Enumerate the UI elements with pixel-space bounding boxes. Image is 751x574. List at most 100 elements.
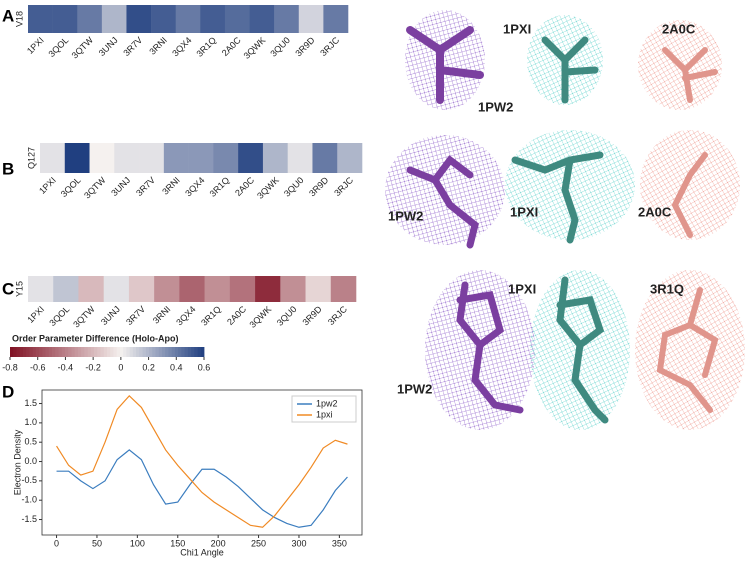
colorbar-step bbox=[158, 347, 163, 357]
x-tick-label: 3QWK bbox=[247, 304, 273, 330]
x-tick-label: -0.2 bbox=[85, 362, 101, 372]
x-tick-label: 3UNJ bbox=[109, 175, 132, 198]
row-label: V18 bbox=[14, 11, 24, 27]
colorbar-step bbox=[84, 347, 88, 357]
colorbar-step bbox=[97, 347, 101, 357]
x-tick-label: 300 bbox=[291, 538, 306, 548]
x-tick-label: 3UNJ bbox=[97, 35, 120, 58]
panel-label: A bbox=[2, 6, 14, 25]
x-tick-label: 100 bbox=[130, 538, 145, 548]
heatmap-cell bbox=[154, 276, 180, 302]
x-tick-label: 0.6 bbox=[198, 362, 211, 372]
x-tick-label: 3RNI bbox=[147, 35, 169, 57]
x-tick-label: 0 bbox=[54, 538, 59, 548]
x-tick-label: 1PXI bbox=[25, 304, 46, 325]
heatmap-cell bbox=[188, 143, 214, 173]
x-tick-label: 3QOL bbox=[46, 35, 70, 59]
heatmap-cell bbox=[163, 143, 189, 173]
heatmap-cell bbox=[213, 143, 239, 173]
heatmap-cell bbox=[274, 5, 300, 33]
x-tick-label: 3R1Q bbox=[208, 175, 232, 199]
x-tick-label: 3R9D bbox=[293, 35, 317, 59]
colorbar-step bbox=[136, 347, 140, 357]
colorbar-step bbox=[181, 347, 185, 357]
colorbar-step bbox=[42, 347, 46, 357]
heatmap-cell bbox=[53, 276, 79, 302]
x-tick-label: 3RJC bbox=[326, 304, 349, 327]
heatmap-cell bbox=[77, 5, 103, 33]
colorbar-step bbox=[94, 347, 98, 357]
colorbar-step bbox=[184, 347, 189, 357]
colorbar-step bbox=[10, 347, 14, 357]
x-tick-label: 3R7V bbox=[134, 175, 157, 198]
structure-label: 1PW2 bbox=[397, 381, 432, 396]
y-tick-label: -1.5 bbox=[21, 514, 37, 524]
x-tick-label: 3QTW bbox=[70, 35, 96, 61]
x-tick-label: 0.2 bbox=[142, 362, 155, 372]
x-tick-label: 1PXI bbox=[37, 175, 58, 196]
x-tick-label: 3RJC bbox=[332, 175, 355, 198]
structures bbox=[385, 10, 745, 430]
colorbar-step bbox=[126, 347, 131, 357]
x-tick-label: 3QWK bbox=[242, 35, 268, 61]
structure-label: 2A0C bbox=[638, 204, 672, 219]
colorbar-step bbox=[48, 347, 53, 357]
heatmap-cell bbox=[78, 276, 104, 302]
structure-label: 1PW2 bbox=[478, 99, 513, 114]
x-tick-label: 3R7V bbox=[124, 304, 147, 327]
heatmap-cell bbox=[89, 143, 115, 173]
row-label: Y15 bbox=[14, 281, 24, 297]
colorbar-step bbox=[155, 347, 160, 357]
colorbar-step bbox=[171, 347, 176, 357]
colorbar-step bbox=[174, 347, 179, 357]
colorbar-step bbox=[145, 347, 150, 357]
colorbar-step bbox=[22, 347, 27, 357]
colorbar-step bbox=[35, 347, 40, 357]
heatmap-cell bbox=[40, 143, 66, 173]
colorbar-step bbox=[194, 347, 198, 357]
colorbar-step bbox=[165, 347, 169, 357]
colorbar-step bbox=[68, 347, 72, 357]
colorbar-step bbox=[113, 347, 118, 357]
x-tick-label: 3QU0 bbox=[275, 304, 299, 328]
y-axis-label: Electron Density bbox=[12, 429, 22, 495]
colorbar-step bbox=[103, 347, 108, 357]
colorbar-step bbox=[45, 347, 50, 357]
heatmap-cell bbox=[204, 276, 231, 302]
row-label: Q127 bbox=[26, 147, 36, 169]
heatmap-cell bbox=[28, 5, 53, 33]
x-tick-label: -0.4 bbox=[58, 362, 74, 372]
heatmap-cell bbox=[262, 143, 288, 173]
panel-label: D bbox=[2, 382, 14, 401]
heatmap-cell bbox=[337, 143, 363, 173]
x-tick-label: -0.6 bbox=[30, 362, 46, 372]
x-tick-label: 0.4 bbox=[170, 362, 183, 372]
x-tick-label: 3R9D bbox=[300, 304, 324, 328]
colorbar-step bbox=[187, 347, 192, 357]
heatmap-cell bbox=[298, 5, 324, 33]
heatmap-cell bbox=[101, 5, 127, 33]
heatmap-cell bbox=[200, 5, 226, 33]
colorbar-step bbox=[90, 347, 95, 357]
x-tick-label: -0.8 bbox=[2, 362, 18, 372]
x-tick-label: 3UNJ bbox=[99, 304, 122, 327]
legend-label: 1pxi bbox=[316, 409, 333, 419]
y-tick-label: -0.5 bbox=[21, 475, 37, 485]
colorbar-step bbox=[81, 347, 85, 357]
colorbar-step bbox=[200, 347, 205, 357]
line-series bbox=[56, 449, 348, 528]
heatmap-cell bbox=[64, 143, 90, 173]
colorbar-step bbox=[149, 347, 153, 357]
heatmap-cell bbox=[179, 276, 205, 302]
structure-label: 1PW2 bbox=[388, 208, 423, 223]
colorbar-title: Order Parameter Difference (Holo-Apo) bbox=[12, 333, 179, 343]
x-tick-label: 3R1Q bbox=[194, 35, 218, 59]
colorbar-step bbox=[16, 347, 21, 357]
colorbar-step bbox=[191, 347, 195, 357]
structure-label: 3R1Q bbox=[650, 281, 684, 296]
heatmap-cell bbox=[238, 143, 264, 173]
colorbar-step bbox=[64, 347, 69, 357]
structure-label: 1PXI bbox=[510, 204, 538, 219]
colorbar-step bbox=[74, 347, 79, 357]
